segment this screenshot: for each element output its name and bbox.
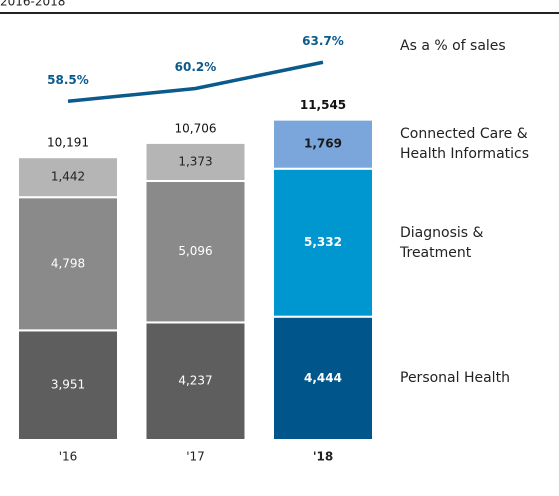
bar-segment (272, 167, 374, 318)
segment-label: 1,442 (51, 170, 85, 184)
x-tick-label: '16 (59, 450, 78, 464)
segment-label: 5,332 (304, 235, 342, 249)
chart-title: 2016-2018 (0, 0, 65, 9)
bar-segment (272, 315, 374, 441)
segment-label: 5,096 (178, 244, 212, 258)
bar-segment (272, 118, 374, 170)
line-label: 63.7% (302, 34, 344, 48)
segment-label: 3,951 (51, 378, 85, 392)
x-tick-label: '17 (186, 450, 205, 464)
line-label: 58.5% (47, 73, 89, 87)
line (67, 60, 324, 103)
total-label: 10,191 (47, 136, 89, 150)
legend-label: Connected Care & Health Informatics (400, 126, 530, 163)
segment-label: 1,769 (304, 137, 342, 151)
total-label: 10,706 (175, 121, 217, 135)
legend-label: Personal Health (400, 370, 510, 387)
line-label: 60.2% (175, 60, 217, 74)
bar-segment (144, 180, 247, 324)
segment-label: 4,798 (51, 256, 85, 270)
legend-label: As a % of sales (400, 38, 506, 54)
bar-segment (144, 141, 247, 183)
bar-segment (144, 321, 247, 441)
legend-label: Diagnosis & Treatment (400, 224, 484, 261)
segment-label: 4,237 (178, 374, 212, 388)
bar-segment (17, 156, 119, 199)
segment-label: 4,444 (304, 371, 342, 385)
total-label: 11,545 (300, 98, 346, 112)
segment-label: 1,373 (178, 154, 212, 168)
x-tick-label: '18 (313, 450, 333, 464)
